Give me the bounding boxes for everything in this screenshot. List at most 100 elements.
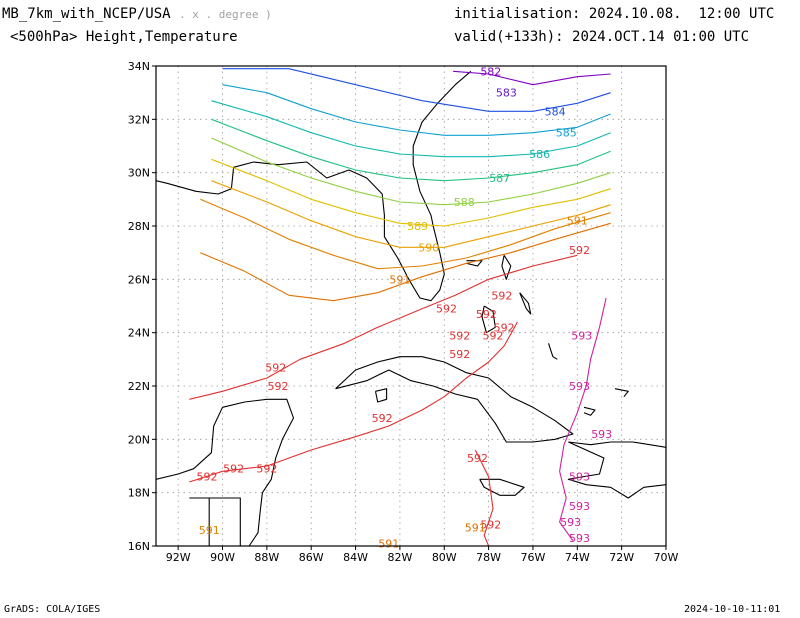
- contour-label: 592: [197, 471, 218, 484]
- contour-label: 592: [372, 412, 393, 425]
- contour-label: 591: [389, 273, 410, 286]
- lat-tick-label: 16N: [128, 540, 150, 553]
- coastline-turks-caicos: [614, 388, 629, 398]
- lat-tick-label: 32N: [128, 113, 150, 126]
- height-contour-line: [200, 222, 611, 302]
- contour-label: 593: [569, 471, 590, 484]
- model-name: MB_7km_with_NCEP/USA: [2, 6, 171, 22]
- height-contour-line: [474, 449, 494, 546]
- contour-label: 591: [378, 537, 399, 550]
- lat-tick-label: 24N: [128, 327, 150, 340]
- contour-label: 592: [267, 380, 288, 393]
- lon-tick-label: 76W: [521, 551, 546, 564]
- lon-tick-label: 88W: [254, 551, 279, 564]
- height-contour-line: [559, 297, 607, 542]
- model-subtitle: . x . degree ): [179, 8, 272, 21]
- field-title: <500hPa> Height,Temperature: [10, 29, 238, 45]
- lat-tick-label: 22N: [128, 380, 150, 393]
- height-contour-line: [222, 68, 611, 112]
- contour-label: 587: [489, 172, 510, 185]
- init-value: 2024.10.08. 12:00 UTC: [588, 6, 775, 22]
- contour-label: 592: [494, 321, 515, 334]
- height-contour-line: [211, 100, 611, 158]
- coastline-isle-of-youth: [374, 388, 388, 403]
- map-frame: [155, 65, 667, 547]
- contour-label: 593: [569, 500, 590, 513]
- contour-label: 592: [256, 463, 277, 476]
- contour-label: 582: [480, 65, 501, 78]
- contour-label: 588: [454, 196, 475, 209]
- lon-tick-label: 92W: [166, 551, 191, 564]
- height-contour-line: [453, 70, 611, 86]
- contour-label: 591: [199, 524, 220, 537]
- lon-tick-label: 90W: [210, 551, 235, 564]
- lat-axis: 16N 18N 20N 22N 24N 26N 28N 30N 32N 34N: [128, 60, 156, 553]
- coastline-hispaniola: [567, 441, 666, 499]
- contour-label: 592: [436, 303, 457, 316]
- lon-tick-label: 70W: [654, 551, 679, 564]
- contour-label: 593: [569, 380, 590, 393]
- contour-label: 590: [418, 241, 439, 254]
- lat-tick-label: 20N: [128, 433, 150, 446]
- contour-labels: 5825835845855865875885895905915915925925…: [197, 65, 613, 550]
- init-time: initialisation: 2024.10.08. 12:00 UTC: [454, 6, 774, 22]
- lat-tick-label: 30N: [128, 167, 150, 180]
- coastline-yucatan: [156, 398, 295, 546]
- coastline-long-island: [547, 343, 558, 360]
- height-contour-line: [211, 118, 611, 182]
- grid-lines: [156, 66, 666, 546]
- contour-label: 584: [545, 105, 566, 118]
- contour-label: 592: [449, 348, 470, 361]
- lon-tick-label: 78W: [476, 551, 501, 564]
- contour-label: 592: [223, 463, 244, 476]
- lon-tick-label: 74W: [565, 551, 590, 564]
- contour-label: 593: [560, 516, 581, 529]
- lon-axis: 92W 90W 88W 86W 84W 82W 80W 78W 76W 74W 72W 70W: [166, 546, 679, 564]
- coastline-andros: [481, 305, 496, 334]
- contour-label: 592: [483, 329, 504, 342]
- height-contour-line: [189, 321, 518, 483]
- contour-label: 586: [529, 148, 550, 161]
- height-contour-line: [200, 198, 611, 270]
- contour-label: 591: [465, 521, 486, 534]
- coastline-great-inagua: [583, 406, 596, 416]
- contour-label: 592: [467, 452, 488, 465]
- coastline-grand-bahama: [466, 260, 483, 267]
- contour-label: 589: [407, 220, 428, 233]
- coastline-us-atlantic-coast: [156, 70, 472, 302]
- contour-label: 592: [569, 244, 590, 257]
- lat-tick-label: 34N: [128, 60, 150, 73]
- coastline-belize-border: [209, 497, 241, 546]
- contour-label: 593: [569, 532, 590, 545]
- contour-label: 592: [265, 361, 286, 374]
- contour-label: 585: [556, 127, 577, 140]
- lat-tick-label: 28N: [128, 220, 150, 233]
- lon-tick-label: 84W: [343, 551, 368, 564]
- lon-tick-label: 80W: [432, 551, 457, 564]
- coastline-mexico-border: [189, 497, 210, 546]
- valid-value: 2024.OCT.14 01:00 UTC: [572, 29, 750, 45]
- coastline-abaco: [501, 255, 512, 280]
- coastline-jamaica: [479, 478, 525, 496]
- contour-label: 583: [496, 87, 517, 100]
- model-title: MB_7km_with_NCEP/USA . x . degree ): [2, 6, 272, 22]
- footer-credit: GrADS: COLA/IGES: [4, 604, 101, 615]
- height-contour-line: [211, 158, 611, 227]
- contour-label: 593: [591, 428, 612, 441]
- init-label: initialisation:: [454, 6, 581, 22]
- coastline-cuba: [335, 356, 574, 443]
- lon-tick-label: 72W: [609, 551, 634, 564]
- coastline-eleuthera: [519, 292, 532, 315]
- height-contour-line: [211, 137, 611, 206]
- lon-tick-label: 86W: [299, 551, 324, 564]
- contour-label: 592: [476, 308, 497, 321]
- footer-timestamp: 2024-10-10-11:01: [684, 604, 781, 615]
- lat-tick-label: 26N: [128, 273, 150, 286]
- lat-tick-label: 18N: [128, 487, 150, 500]
- lon-tick-label: 82W: [387, 551, 412, 564]
- contour-label: 592: [449, 329, 470, 342]
- valid-time: valid(+133h): 2024.OCT.14 01:00 UTC: [454, 29, 749, 45]
- contour-label: 592: [491, 289, 512, 302]
- valid-label: valid(+133h):: [454, 29, 564, 45]
